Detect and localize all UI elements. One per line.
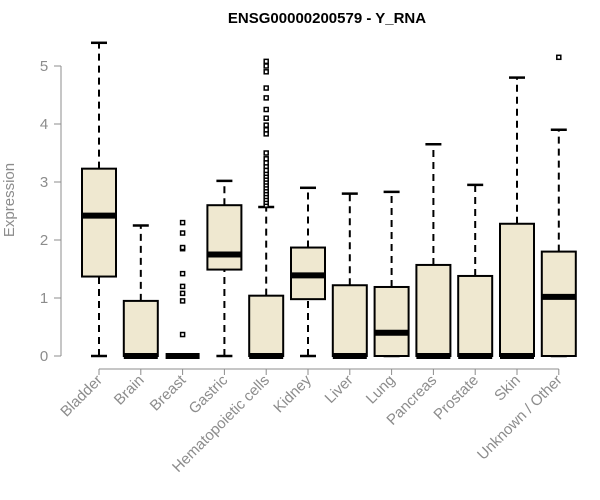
y-tick-label: 0 [40, 348, 48, 365]
box-group [165, 219, 200, 359]
y-tick-label: 1 [40, 290, 48, 307]
box-iqr [373, 285, 410, 358]
outlier-point [263, 58, 269, 65]
box-iqr [331, 284, 368, 357]
box-group [373, 190, 410, 358]
box-group [331, 192, 368, 359]
outlier-point [179, 230, 186, 236]
box-iqr [206, 204, 243, 271]
y-axis-label: Expression [1, 163, 18, 237]
box-group [457, 183, 494, 359]
box-iqr [81, 167, 117, 278]
outlier-point [263, 127, 269, 133]
box-group [290, 186, 326, 358]
x-tick-label: Bladder [57, 372, 106, 421]
y-tick-label: 2 [40, 232, 48, 249]
outlier-point [263, 85, 269, 91]
y-tick-label: 4 [40, 116, 48, 133]
box-group [540, 54, 577, 358]
x-tick-label: Liver [322, 372, 357, 407]
outlier-point [263, 156, 269, 162]
outlier-point [179, 290, 186, 297]
plot-area [81, 41, 577, 359]
box-iqr [540, 250, 577, 358]
outlier-point [556, 54, 562, 61]
x-tick-label: Skin [491, 372, 524, 405]
box-group [206, 179, 243, 358]
outlier-point [263, 115, 269, 121]
x-tick-label: Brain [111, 372, 148, 409]
outlier-point [263, 106, 269, 113]
outlier-point [179, 283, 186, 290]
outlier-point [179, 298, 186, 304]
outlier-point [179, 331, 186, 338]
box-group [499, 76, 535, 359]
outlier-point [179, 219, 186, 226]
y-axis: 0 1 2 3 4 5 [40, 58, 62, 365]
box-iqr [457, 274, 494, 357]
box-iqr [248, 294, 285, 357]
outlier-point [263, 95, 269, 101]
box-iqr [499, 222, 535, 357]
outlier-point [179, 270, 186, 277]
x-tick-label: Prostate [430, 372, 482, 424]
y-tick-label: 3 [40, 174, 48, 191]
chart-title: ENSG00000200579 - Y_RNA [228, 10, 426, 27]
box-iqr [122, 299, 159, 357]
outlier-point [263, 63, 269, 69]
y-tick-label: 5 [40, 58, 48, 75]
outlier-point [263, 122, 269, 128]
outlier-point [263, 150, 269, 156]
box-group [122, 224, 159, 359]
x-tick-label: Breast [147, 371, 190, 414]
x-tick-label: Lung [363, 372, 399, 408]
x-tick-label: Kidney [270, 371, 315, 416]
box-group [248, 58, 285, 359]
box-group [81, 41, 117, 358]
outlier-point [179, 244, 186, 251]
outlier-point [263, 69, 269, 75]
box-group [415, 143, 452, 359]
box-iqr [415, 263, 452, 357]
